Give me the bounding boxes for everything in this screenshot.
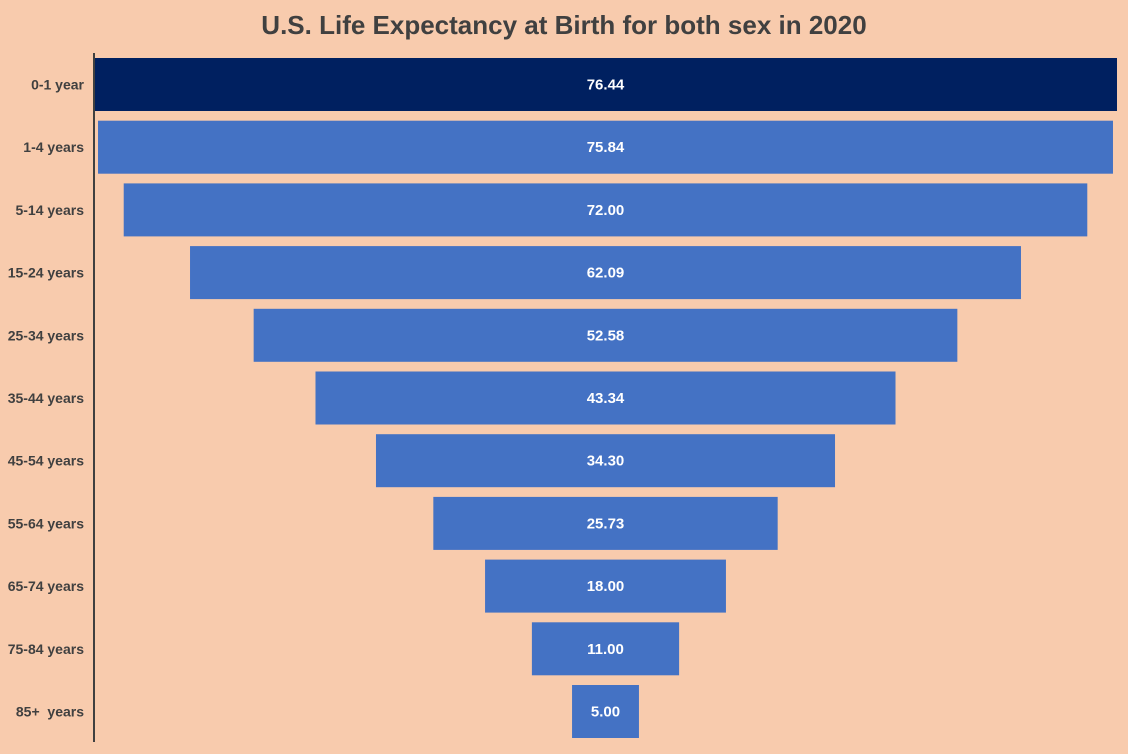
bar-1 [98, 120, 1113, 174]
value-label-5: 43.34 [587, 390, 625, 407]
category-label-8: 65-74 years [8, 578, 85, 594]
category-label-9: 75-84 years [8, 641, 85, 657]
bar-2 [123, 183, 1088, 237]
value-label-2: 72.00 [587, 202, 625, 219]
category-label-7: 55-64 years [8, 515, 85, 531]
value-labels-group: 76.44 75.84 72.00 62.09 52.58 43.34 34.30 25.73… [587, 77, 625, 721]
bar-3 [190, 246, 1021, 300]
category-label-10: 85+ years [16, 704, 84, 720]
value-label-3: 62.09 [587, 265, 625, 282]
bar-7 [433, 496, 778, 550]
value-label-10: 5.00 [591, 704, 620, 721]
category-label-5: 35-44 years [8, 390, 85, 406]
value-label-6: 34.30 [587, 453, 625, 470]
value-label-0: 76.44 [587, 77, 625, 94]
bar-8 [485, 559, 726, 613]
category-label-1: 1-4 years [23, 139, 84, 155]
bar-10 [572, 685, 639, 738]
category-label-3: 15-24 years [8, 265, 85, 281]
value-label-1: 75.84 [587, 139, 625, 156]
category-label-4: 25-34 years [8, 327, 85, 343]
value-label-7: 25.73 [587, 515, 625, 532]
category-labels-group: 0-1 year 1-4 years 5-14 years 15-24 years 25… [8, 77, 85, 720]
bar-4 [253, 308, 958, 362]
chart-title: U.S. Life Expectancy at Birth for both s… [261, 10, 867, 40]
category-label-2: 5-14 years [15, 202, 84, 218]
bar-6 [375, 434, 836, 488]
bars-group [94, 58, 1117, 738]
value-label-9: 11.00 [587, 641, 624, 658]
bar-0 [94, 58, 1117, 111]
bar-5 [315, 371, 896, 425]
category-label-0: 0-1 year [31, 77, 84, 93]
category-label-6: 45-54 years [8, 453, 85, 469]
bar-9 [531, 622, 680, 676]
value-label-8: 18.00 [587, 578, 625, 595]
value-label-4: 52.58 [587, 327, 625, 344]
